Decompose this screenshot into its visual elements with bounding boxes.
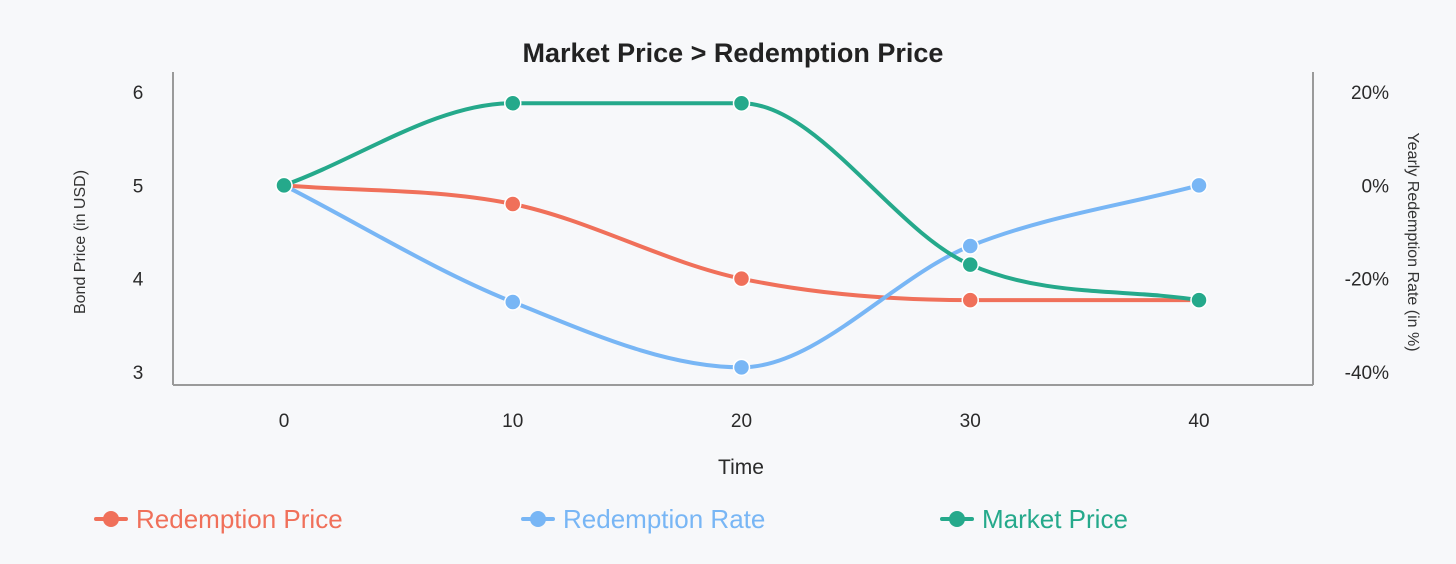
legend-label: Market Price [982, 504, 1128, 534]
x-axis-title: Time [718, 456, 764, 479]
data-point-redemption-rate [504, 293, 522, 311]
data-point-redemption-rate [1190, 176, 1208, 195]
y-axis-left-ticks: 3 4 5 6 [133, 83, 144, 384]
y-left-tick-label: 4 [133, 270, 144, 291]
legend-label: Redemption Price [136, 504, 343, 534]
data-point-market-price [961, 255, 979, 274]
x-axis-ticks: 0 10 20 30 40 [279, 411, 1210, 432]
series-layer [275, 94, 1208, 377]
y-axis-right-ticks: -40% -20% 0% 20% [1345, 83, 1389, 384]
data-point-redemption-price [504, 195, 522, 213]
data-point-redemption-price [961, 291, 979, 309]
legend-label: Redemption Rate [563, 504, 765, 534]
series-market-price [275, 94, 1208, 309]
x-tick-label: 20 [731, 411, 752, 432]
y-right-tick-label: -40% [1345, 363, 1389, 384]
x-tick-label: 30 [960, 411, 981, 432]
y-right-tick-label: -20% [1345, 270, 1389, 291]
x-tick-label: 0 [279, 411, 290, 432]
data-point-redemption-rate [732, 358, 751, 377]
y-axis-right-title: Yearly Redemption Rate (in %) [1404, 132, 1421, 351]
legend-item-redemption-rate[interactable]: Redemption Rate [521, 504, 765, 534]
data-point-market-price [504, 94, 522, 112]
x-tick-label: 10 [502, 411, 523, 432]
y-right-tick-label: 0% [1362, 176, 1390, 197]
legend: Redemption Price Redemption Rate Market Pr… [94, 504, 1128, 534]
chart-title: Market Price > Redemption Price [523, 38, 944, 68]
data-point-market-price [275, 176, 293, 195]
data-point-redemption-rate [961, 237, 979, 255]
x-tick-label: 40 [1188, 411, 1209, 432]
y-left-tick-label: 5 [133, 176, 144, 197]
y-right-tick-label: 20% [1351, 83, 1389, 104]
legend-item-market-price[interactable]: Market Price [940, 504, 1128, 534]
legend-marker-dot [949, 511, 965, 527]
data-point-market-price [732, 94, 751, 112]
y-left-tick-label: 3 [133, 363, 144, 384]
y-axis-left-title: Bond Price (in USD) [72, 170, 89, 314]
y-left-tick-label: 6 [133, 83, 144, 104]
data-point-redemption-price [732, 269, 751, 288]
legend-marker-dot [103, 511, 119, 527]
data-point-market-price [1190, 291, 1208, 309]
legend-marker-dot [530, 511, 546, 527]
legend-item-redemption-price[interactable]: Redemption Price [94, 504, 343, 534]
